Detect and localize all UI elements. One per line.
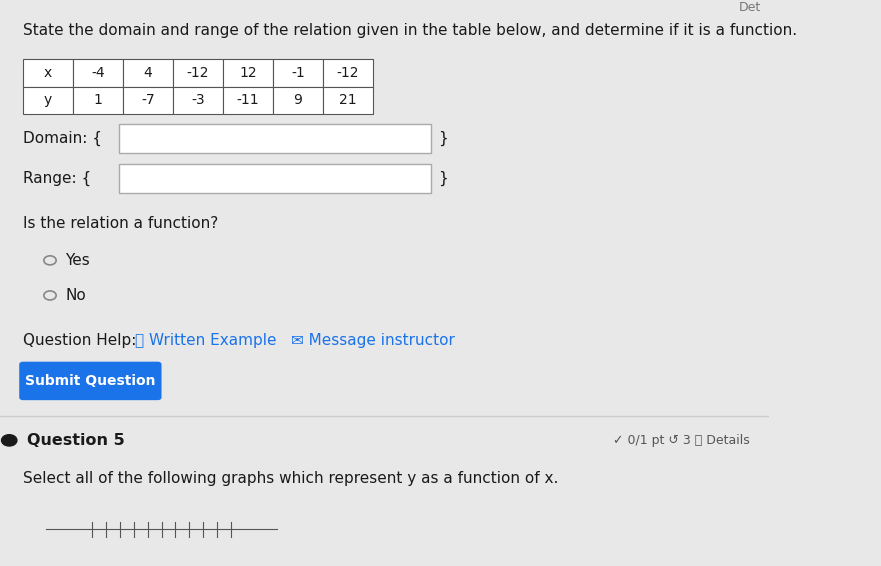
FancyBboxPatch shape [119,124,431,153]
Text: -7: -7 [141,93,155,107]
Text: }: } [439,131,448,146]
Bar [223,59,273,87]
Text: Yes: Yes [65,253,90,268]
Text: Det: Det [739,1,761,14]
Text: Is the relation a function?: Is the relation a function? [23,216,218,231]
Text: Range: {: Range: { [23,171,92,186]
FancyBboxPatch shape [19,362,161,400]
Text: 📄 Written Example: 📄 Written Example [135,333,276,348]
Text: }: } [439,171,448,186]
Bar [273,87,323,114]
Text: 21: 21 [339,93,357,107]
Bar [323,59,373,87]
Text: No: No [65,288,86,303]
Bar [123,59,173,87]
Circle shape [2,435,17,446]
Bar [273,59,323,87]
Text: 12: 12 [240,66,257,80]
Text: ✓ 0/1 pt ↺ 3 ⓘ Details: ✓ 0/1 pt ↺ 3 ⓘ Details [613,434,750,447]
Text: -12: -12 [187,66,210,80]
Text: x: x [44,66,52,80]
Bar [223,87,273,114]
Bar [323,87,373,114]
Text: 4: 4 [144,66,152,80]
Bar [23,87,73,114]
Text: 9: 9 [293,93,302,107]
Text: 1: 1 [93,93,102,107]
Bar [73,59,123,87]
Text: Domain: {: Domain: { [23,131,102,146]
FancyBboxPatch shape [119,164,431,193]
Bar [173,59,223,87]
Text: Question Help:: Question Help: [23,333,137,348]
Text: -4: -4 [92,66,105,80]
Bar [73,87,123,114]
Text: -1: -1 [292,66,305,80]
Bar [173,87,223,114]
Text: y: y [44,93,52,107]
Bar [123,87,173,114]
Text: Select all of the following graphs which represent y as a function of x.: Select all of the following graphs which… [23,471,559,486]
Text: -11: -11 [237,93,259,107]
Text: ✉ Message instructor: ✉ Message instructor [291,333,455,348]
Text: Submit Question: Submit Question [26,374,156,388]
Text: -3: -3 [191,93,205,107]
Text: Question 5: Question 5 [27,433,125,448]
Text: State the domain and range of the relation given in the table below, and determi: State the domain and range of the relati… [23,23,797,38]
Text: -12: -12 [337,66,359,80]
Bar [23,59,73,87]
